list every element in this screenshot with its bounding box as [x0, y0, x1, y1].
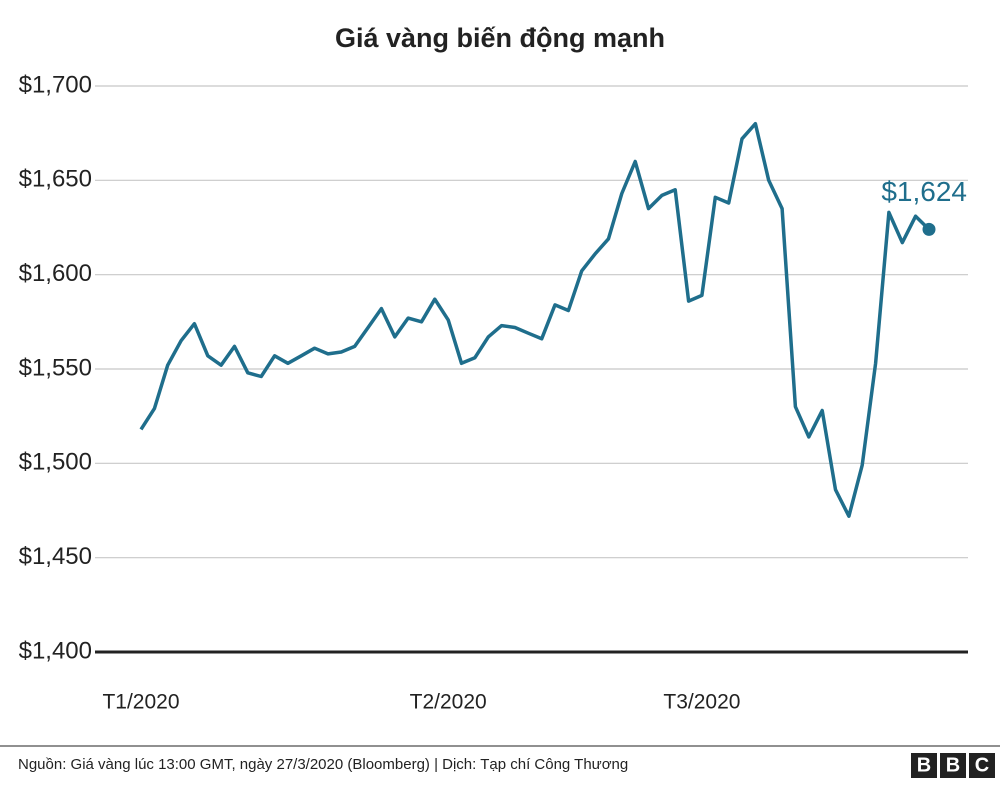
- end-point: [922, 222, 936, 236]
- logo-letter: B: [946, 754, 960, 776]
- x-tick-label: T3/2020: [663, 691, 740, 714]
- y-tick-label: $1,450: [19, 543, 92, 570]
- x-tick-label: T2/2020: [410, 691, 487, 714]
- logo-letter: C: [975, 754, 989, 776]
- value-label: $1,624: [881, 176, 967, 207]
- y-tick-label: $1,550: [19, 354, 92, 381]
- y-tick-label: $1,700: [19, 71, 92, 98]
- x-tick-label: T1/2020: [102, 691, 179, 714]
- logo-box: [969, 753, 995, 778]
- y-tick-label: $1,650: [19, 166, 92, 193]
- y-tick-label: $1,400: [19, 637, 92, 664]
- y-tick-label: $1,500: [19, 449, 92, 476]
- logo-box: [940, 753, 966, 778]
- logo-letter: B: [917, 754, 931, 776]
- chart-title: Giá vàng biến động mạnh: [335, 23, 665, 53]
- source-note: Nguồn: Giá vàng lúc 13:00 GMT, ngày 27/3…: [18, 756, 628, 773]
- logo-box: [911, 753, 937, 778]
- y-tick-label: $1,600: [19, 260, 92, 287]
- price-line: [139, 121, 931, 518]
